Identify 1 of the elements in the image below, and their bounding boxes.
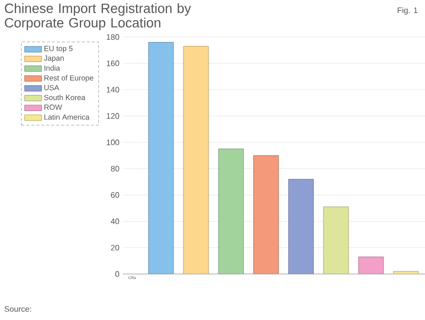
- chart-title: Chinese Import Registration by Corporate Group Location: [4, 3, 192, 30]
